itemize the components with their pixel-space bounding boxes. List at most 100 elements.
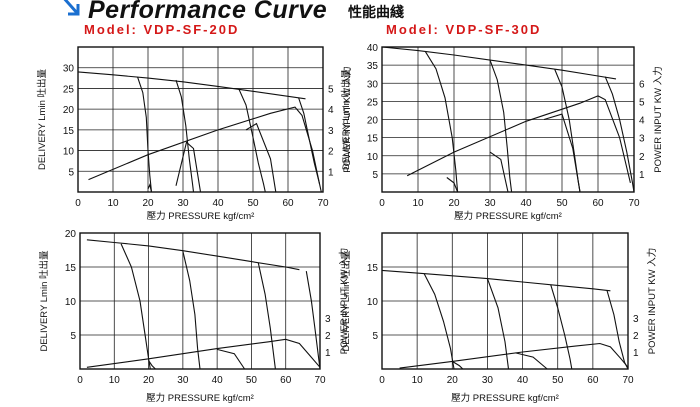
x-tick-label: 60 (282, 198, 294, 209)
delivery-curve (381, 269, 611, 292)
y2-tick-label: 5 (639, 97, 645, 108)
x-tick-label: 60 (587, 375, 599, 386)
y-tick-label: 25 (63, 84, 75, 95)
delivery-curve (297, 97, 322, 193)
model-prefix: Model: (386, 22, 440, 37)
model-name: VDP-SF-30D (445, 22, 542, 37)
plot-frame (77, 46, 324, 193)
delivery-curve (423, 273, 455, 370)
model-label-left: Model: VDP-SF-20D (84, 22, 239, 37)
y2-tick-label: 3 (633, 314, 639, 325)
x-axis-label: 壓力 PRESSURE kgf/cm² (454, 210, 562, 222)
x-tick-label: 10 (107, 198, 119, 209)
delivery-curve (136, 76, 153, 193)
delivery-curve (486, 278, 510, 370)
y-tick-label: 10 (63, 147, 75, 158)
x-tick-label: 20 (143, 375, 155, 386)
delivery-curve (489, 59, 513, 193)
x-tick-label: 70 (628, 198, 640, 209)
x-tick-label: 0 (75, 198, 81, 209)
power-curve (86, 338, 321, 368)
y2-tick-label: 2 (639, 152, 645, 163)
y-tick-label: 15 (63, 126, 75, 137)
x-tick-label: 60 (592, 198, 604, 209)
y2-tick-label: 4 (328, 105, 334, 116)
delivery-curve (606, 289, 629, 370)
model-label-right: Model: VDP-SF-30D (386, 22, 541, 37)
y-tick-label: 10 (367, 152, 379, 163)
delivery-curve (381, 46, 617, 80)
power-curve (446, 177, 459, 193)
y2-axis-label: POWER INPUT KW 入力 (341, 66, 353, 172)
delivery-curve (77, 71, 306, 100)
x-axis-label: 壓力 PRESSURE kgf/cm² (451, 392, 559, 404)
model-name: VDP-SF-20D (143, 22, 240, 37)
power-curve (147, 183, 153, 193)
y-tick-label: 20 (367, 116, 379, 127)
y2-tick-label: 3 (328, 126, 334, 137)
y-tick-label: 15 (367, 134, 379, 145)
delivery-curve (604, 76, 635, 193)
power-curve (216, 348, 246, 370)
power-curve (543, 113, 581, 193)
delivery-curve (257, 262, 276, 370)
chart-4: 0 10 20 30 40 50 60 70 5 10 15 1 2 3 壓力 PRESSURE kgf/c… (340, 232, 658, 404)
x-axis-label: 壓力 PRESSURE kgf/cm² (146, 392, 254, 404)
delivery-curve (550, 284, 573, 370)
chart-1: 0 10 20 30 40 50 60 70 5 10 15 20 25 30 1 2 3 4 5 壓力 PRESSU… (36, 46, 353, 222)
y-tick-label: 20 (63, 105, 75, 116)
power-curve (148, 360, 156, 370)
x-tick-label: 30 (177, 375, 189, 386)
x-tick-label: 70 (317, 198, 329, 209)
x-tick-label: 60 (280, 375, 292, 386)
power-curve (489, 151, 509, 193)
plot-frame (381, 232, 629, 370)
y2-axis-label: POWER INPUT KW 入力 (338, 248, 350, 354)
x-tick-label: 40 (520, 198, 532, 209)
x-tick-label: 30 (482, 375, 494, 386)
x-tick-label: 10 (109, 375, 121, 386)
y2-tick-label: 2 (325, 331, 331, 342)
x-tick-label: 40 (517, 375, 529, 386)
header: Performance Curve 性能曲綫 (0, 0, 700, 24)
y2-tick-label: 2 (328, 147, 334, 158)
delivery-curve (238, 89, 266, 193)
delivery-curve (182, 251, 201, 370)
y-axis-label: DELIVERY Lmin 吐出量 (340, 68, 352, 170)
x-tick-label: 0 (379, 198, 385, 209)
y2-tick-label: 1 (639, 170, 645, 181)
arrow-icon (63, 0, 80, 16)
y2-tick-label: 2 (633, 331, 639, 342)
y2-tick-label: 5 (328, 84, 334, 95)
power-curve (515, 352, 548, 370)
power-curve (399, 342, 629, 369)
x-tick-label: 30 (177, 198, 189, 209)
y-tick-label: 5 (70, 331, 76, 342)
y-tick-label: 35 (367, 61, 379, 72)
y-axis-label: DELIVERY Lmin 吐出量 (340, 250, 352, 352)
x-tick-label: 20 (448, 198, 460, 209)
y-tick-label: 40 (367, 43, 379, 54)
chart-2: 0 10 20 30 40 50 60 70 5 10 15 20 25 30 35 40 1 2 3 4 5 6 壓力 P… (340, 43, 664, 222)
y-tick-label: 10 (65, 297, 77, 308)
y-tick-label: 15 (367, 263, 379, 274)
x-tick-label: 10 (412, 375, 424, 386)
page-title: Performance Curve (88, 0, 328, 24)
y-tick-label: 10 (367, 297, 379, 308)
x-tick-label: 40 (212, 198, 224, 209)
y-tick-label: 25 (367, 97, 379, 108)
x-tick-label: 70 (314, 375, 326, 386)
y2-tick-label: 1 (325, 348, 331, 359)
power-curve (88, 106, 321, 184)
y2-tick-label: 4 (639, 116, 645, 127)
delivery-curve (120, 243, 151, 370)
x-tick-label: 0 (379, 375, 385, 386)
model-prefix: Model: (84, 22, 138, 37)
power-curve (406, 95, 631, 184)
delivery-curve (175, 79, 195, 193)
x-tick-label: 10 (412, 198, 424, 209)
power-curve (452, 360, 464, 370)
y-tick-label: 30 (63, 64, 75, 75)
y-tick-label: 15 (65, 263, 77, 274)
